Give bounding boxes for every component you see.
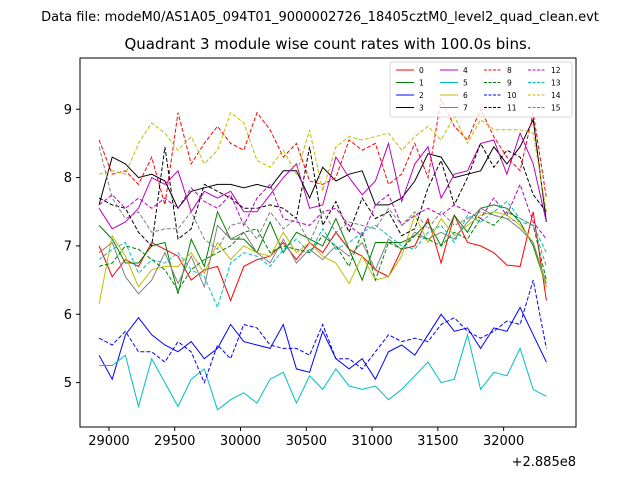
x-tick-label: 29000 bbox=[88, 434, 129, 449]
y-axis: 5 6 7 8 9 bbox=[64, 103, 80, 391]
series-line-0 bbox=[98, 211, 547, 302]
legend-label-15: 15 bbox=[551, 103, 561, 112]
plot-frame bbox=[79, 57, 577, 428]
series-line-10 bbox=[98, 279, 547, 384]
y-tick-label: 9 bbox=[64, 103, 72, 118]
series-line-3 bbox=[98, 117, 547, 223]
legend-label-14: 14 bbox=[551, 91, 561, 100]
series-line-11 bbox=[98, 142, 547, 247]
series-line-13 bbox=[98, 200, 547, 309]
series-line-9 bbox=[98, 211, 547, 292]
chart-title: Quadrant 3 module wise count rates with … bbox=[124, 35, 531, 53]
series-line-2 bbox=[98, 306, 547, 381]
x-tick-label: 31000 bbox=[351, 434, 392, 449]
series-layer bbox=[98, 97, 547, 411]
x-tick-label: 32000 bbox=[483, 434, 524, 449]
series-line-14 bbox=[98, 111, 547, 212]
x-tick-label: 31500 bbox=[417, 434, 458, 449]
legend-label-13: 13 bbox=[551, 78, 561, 87]
legend-label-11: 11 bbox=[507, 103, 517, 112]
x-axis: 29000 29500 30000 30500 31000 31500 32000 bbox=[88, 427, 524, 449]
legend-label-10: 10 bbox=[507, 91, 517, 100]
legend-label-2: 2 bbox=[419, 91, 424, 100]
legend-label-5: 5 bbox=[463, 78, 468, 87]
legend-label-12: 12 bbox=[551, 66, 561, 75]
legend-label-0: 0 bbox=[419, 66, 424, 75]
figure-suptitle: Data file: modeM0/AS1A05_094T01_90000027… bbox=[41, 10, 599, 25]
legend-label-4: 4 bbox=[463, 66, 468, 75]
legend-label-7: 7 bbox=[463, 103, 468, 112]
y-tick-label: 6 bbox=[64, 308, 72, 323]
series-line-4 bbox=[98, 131, 547, 230]
series-line-6 bbox=[98, 211, 547, 305]
legend-label-6: 6 bbox=[463, 91, 468, 100]
legend-label-8: 8 bbox=[507, 66, 512, 75]
legend-label-3: 3 bbox=[419, 103, 424, 112]
series-line-5 bbox=[99, 332, 547, 411]
x-offset-label: +2.885e8 bbox=[512, 455, 576, 470]
legend-label-9: 9 bbox=[507, 78, 512, 87]
series-line-1 bbox=[98, 204, 547, 294]
x-tick-label: 29500 bbox=[154, 434, 195, 449]
y-tick-label: 8 bbox=[64, 171, 72, 186]
series-line-8 bbox=[98, 97, 547, 206]
y-tick-label: 7 bbox=[64, 239, 72, 254]
legend-label-1: 1 bbox=[419, 78, 424, 87]
x-tick-label: 30500 bbox=[286, 434, 327, 449]
x-tick-label: 30000 bbox=[220, 434, 261, 449]
y-tick-label: 5 bbox=[64, 376, 72, 391]
series-line-15 bbox=[98, 146, 547, 267]
legend-box bbox=[389, 61, 573, 118]
